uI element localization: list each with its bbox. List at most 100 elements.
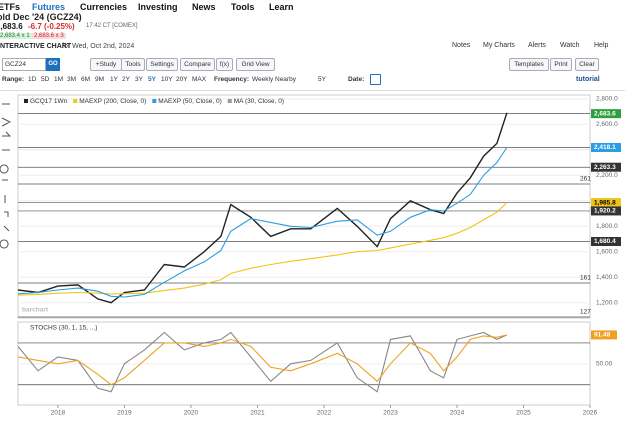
- toolbar-button[interactable]: Tools: [121, 58, 145, 71]
- legend-entry: GCQ17 1Wn: [30, 98, 68, 105]
- range-item[interactable]: 3Y: [135, 76, 143, 83]
- nav-item[interactable]: Learn: [269, 2, 294, 12]
- subtitle-date: for Wed, Oct 2nd, 2024: [62, 43, 135, 50]
- watermark: barchart: [22, 307, 49, 314]
- level-label: 2,683.6: [594, 110, 616, 117]
- top-link[interactable]: Alerts: [528, 42, 546, 49]
- range-item[interactable]: 1D: [28, 76, 37, 83]
- level-label: 2,418.1: [594, 144, 616, 151]
- range-item[interactable]: 20Y: [176, 76, 188, 83]
- level-label: 1,920.2: [594, 208, 616, 215]
- toolbar-button[interactable]: Templates: [509, 58, 549, 71]
- top-link[interactable]: Notes: [452, 42, 471, 49]
- y-tick-label: 1,200.0: [596, 299, 618, 306]
- annotation: 127: [580, 309, 591, 316]
- nav-item[interactable]: Investing: [138, 2, 178, 12]
- toolbar-button[interactable]: Compare: [180, 58, 215, 71]
- range-item[interactable]: 1M: [54, 76, 64, 83]
- quote-time: 17:42 CT [COMEX]: [86, 23, 138, 29]
- toolbar-button[interactable]: Clear: [575, 58, 599, 71]
- top-link[interactable]: My Charts: [483, 42, 515, 49]
- main-pane: [17, 94, 591, 319]
- level-tag: [591, 198, 621, 208]
- legend-swatch: [73, 99, 78, 103]
- x-tick-label: 2022: [317, 410, 332, 417]
- x-tick-label: 2026: [583, 410, 598, 417]
- nav-item[interactable]: News: [192, 2, 216, 12]
- subtitle: INTERACTIVE CHART: [0, 43, 72, 50]
- x-tick-label: 2018: [51, 410, 66, 417]
- toolbar-button[interactable]: f(x): [216, 58, 233, 71]
- quote-last: 2,683.6: [0, 22, 23, 31]
- level-label: 2,263.3: [594, 164, 616, 171]
- legend-entry: MAEXP (50, Close, 0): [158, 98, 221, 105]
- top-link[interactable]: Watch: [560, 42, 580, 49]
- x-tick-label: 2025: [516, 410, 531, 417]
- y-tick-label: 2,800.0: [596, 96, 618, 103]
- toolbar-button[interactable]: +Study: [90, 58, 122, 71]
- series-line: [17, 331, 508, 393]
- quote-name: Gold Dec '24 (GCZ24): [0, 12, 82, 22]
- x-tick-label: 2024: [450, 410, 465, 417]
- level-tag: [591, 162, 621, 172]
- range-item[interactable]: 9M: [95, 76, 105, 83]
- date-label: Date:: [348, 76, 365, 83]
- nav-item[interactable]: Tools: [231, 2, 255, 12]
- calendar-icon[interactable]: [370, 74, 381, 85]
- range-item[interactable]: 3M: [67, 76, 77, 83]
- range-item[interactable]: 6M: [81, 76, 91, 83]
- go-button[interactable]: GO: [46, 58, 60, 71]
- frequency[interactable]: Weekly Nearby: [252, 76, 296, 83]
- y-tick-label: 1,800.0: [596, 223, 618, 230]
- legend-entry: MAEXP (200, Close, 0): [79, 98, 146, 105]
- range-label: Range:: [2, 76, 25, 83]
- x-tick-label: 2020: [184, 410, 199, 417]
- y-tick-label: 50.00: [596, 361, 613, 368]
- ask: 2,683.6 x 3: [32, 33, 66, 39]
- period[interactable]: 5Y: [318, 76, 326, 83]
- drawing-tools[interactable]: [0, 103, 12, 249]
- nav-item[interactable]: Futures: [32, 2, 66, 12]
- level-tag: [591, 206, 621, 216]
- x-tick-label: 2023: [383, 410, 398, 417]
- annotation: 261: [580, 176, 591, 183]
- annotation: 161: [580, 275, 591, 282]
- toolbar-button[interactable]: Grid View: [236, 58, 275, 71]
- stoch-tag: [591, 330, 617, 340]
- level-tag: [591, 142, 621, 152]
- legend-entry: MA (30, Close, 0): [234, 98, 284, 105]
- bid: 2,683.4 x 1: [0, 33, 32, 39]
- series-line: [17, 112, 508, 304]
- tutorial[interactable]: tutorial: [576, 76, 600, 83]
- legend-swatch: [24, 99, 28, 103]
- y-tick-label: 1,600.0: [596, 248, 618, 255]
- frequency-label: Frequency:: [214, 76, 250, 83]
- series-line: [17, 202, 508, 296]
- stoch-last-label: 91.48: [594, 332, 611, 339]
- toolbar-button[interactable]: Print: [550, 58, 572, 71]
- nav-item[interactable]: ETFs: [0, 2, 21, 12]
- level-tag: [591, 236, 621, 246]
- series-line: [17, 147, 508, 298]
- stoch-legend: STOCHS (30, 1, 15, ...): [30, 325, 97, 332]
- legend-swatch: [227, 99, 232, 103]
- level-label: 1,680.4: [594, 238, 616, 245]
- y-tick-label: 2,200.0: [596, 172, 618, 179]
- range-item[interactable]: 2Y: [122, 76, 130, 83]
- top-link[interactable]: Help: [594, 42, 609, 49]
- toolbar-button[interactable]: Settings: [146, 58, 178, 71]
- y-tick-label: 1,400.0: [596, 274, 618, 281]
- nav-item[interactable]: Currencies: [80, 2, 128, 12]
- y-tick-label: 2,600.0: [596, 121, 618, 128]
- range-item[interactable]: 1Y: [110, 76, 118, 83]
- legend-swatch: [152, 99, 157, 103]
- symbol-input: GCZ24: [2, 58, 46, 71]
- range-item[interactable]: MAX: [192, 76, 207, 83]
- x-tick-label: 2021: [250, 410, 265, 417]
- range-item[interactable]: 10Y: [161, 76, 173, 83]
- range-item[interactable]: 5D: [41, 76, 50, 83]
- series-line: [17, 334, 508, 386]
- range-item[interactable]: 5Y: [148, 76, 156, 83]
